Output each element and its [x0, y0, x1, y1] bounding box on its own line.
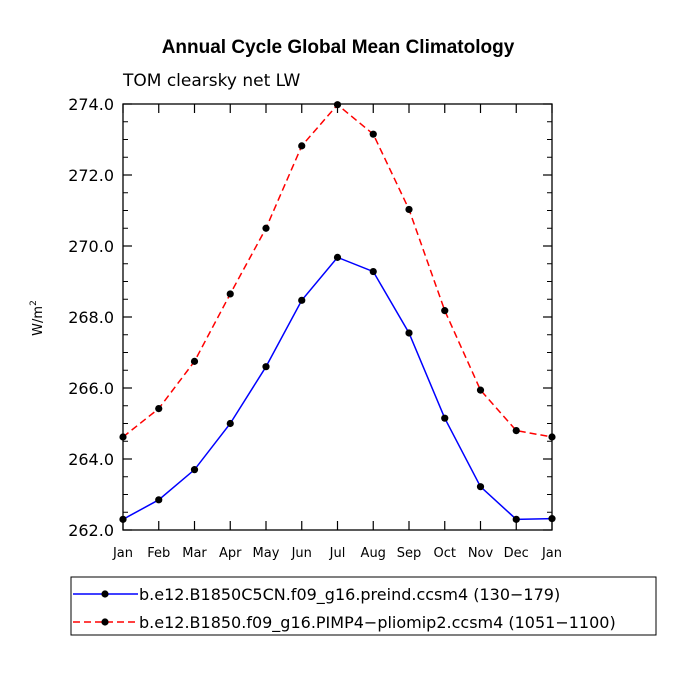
legend-label-series-1: b.e12.B1850.f09_g16.PIMP4−pliomip2.ccsm4…: [139, 613, 616, 633]
chart-subtitle: TOM clearsky net LW: [122, 71, 301, 91]
y-axis-label-superscript: 2: [29, 300, 39, 306]
series-0-point: [298, 296, 306, 304]
series-0-point: [512, 515, 520, 523]
series-1-point: [298, 142, 306, 150]
series-0-point: [190, 466, 199, 474]
series-layer: [119, 101, 556, 523]
series-1-point: [226, 290, 234, 298]
x-tick-label: May: [253, 546, 280, 561]
series-0-point: [441, 414, 449, 422]
axis-ticks: 262.0 264.0 266.0 268.0 270.0 272.0 274.0 Jan Fe…: [68, 95, 562, 561]
x-tick-label: Oct: [434, 546, 456, 561]
series-1-point: [512, 427, 520, 435]
legend-label-series-0: b.e12.B1850C5CN.f09_g16.preind.ccsm4 (13…: [139, 585, 560, 605]
series-0-point: [262, 363, 270, 371]
y-tick-label: 264.0: [68, 450, 114, 469]
y-tick-label: 262.0: [68, 521, 114, 540]
series-0-point: [333, 253, 342, 261]
y-tick-label: 272.0: [68, 166, 114, 185]
x-tick-label: Jun: [291, 546, 312, 561]
svg-text:W/m2: W/m2: [29, 300, 46, 336]
series-0-point: [405, 329, 413, 337]
y-tick-label: 268.0: [68, 308, 114, 327]
series-1-point: [190, 357, 199, 365]
x-tick-label: Jan: [112, 546, 133, 561]
series-0-point: [369, 267, 377, 276]
series-1-point: [476, 386, 485, 394]
y-axis-label-text: W/m: [31, 306, 46, 336]
x-tick-label: Jul: [329, 546, 346, 561]
series-1-point: [155, 404, 163, 413]
x-tick-label: Sep: [397, 546, 422, 561]
x-tick-label: Aug: [361, 546, 386, 561]
plot-frame: [122, 103, 553, 531]
series-1-point: [333, 101, 342, 109]
series-0-point: [226, 419, 234, 428]
y-tick-label: 266.0: [68, 379, 114, 398]
legend-marker-series-0: [101, 590, 109, 598]
legend-box: [70, 576, 657, 636]
chart-title: Annual Cycle Global Mean Climatology: [162, 37, 515, 58]
x-tick-label: Apr: [219, 546, 242, 561]
legend: b.e12.B1850C5CN.f09_g16.preind.ccsm4 (13…: [70, 576, 657, 636]
series-0-point: [155, 496, 163, 504]
legend-marker-series-1: [101, 618, 109, 626]
series-line-1: [122, 103, 553, 438]
series-1-point: [369, 130, 377, 138]
x-tick-label: Mar: [182, 546, 207, 561]
series-0-point: [476, 483, 485, 491]
x-tick-label: Feb: [147, 546, 170, 561]
x-tick-label: Jan: [541, 546, 562, 561]
x-tick-label: Dec: [504, 546, 529, 561]
series-1-point: [262, 224, 270, 232]
series-1-point: [405, 205, 413, 214]
x-tick-label: Nov: [468, 546, 494, 561]
y-tick-label: 270.0: [68, 237, 114, 256]
y-tick-label: 274.0: [68, 95, 114, 114]
series-1-point: [441, 307, 449, 315]
y-axis-label: W/m2: [29, 300, 46, 336]
series-line-0: [122, 256, 553, 521]
